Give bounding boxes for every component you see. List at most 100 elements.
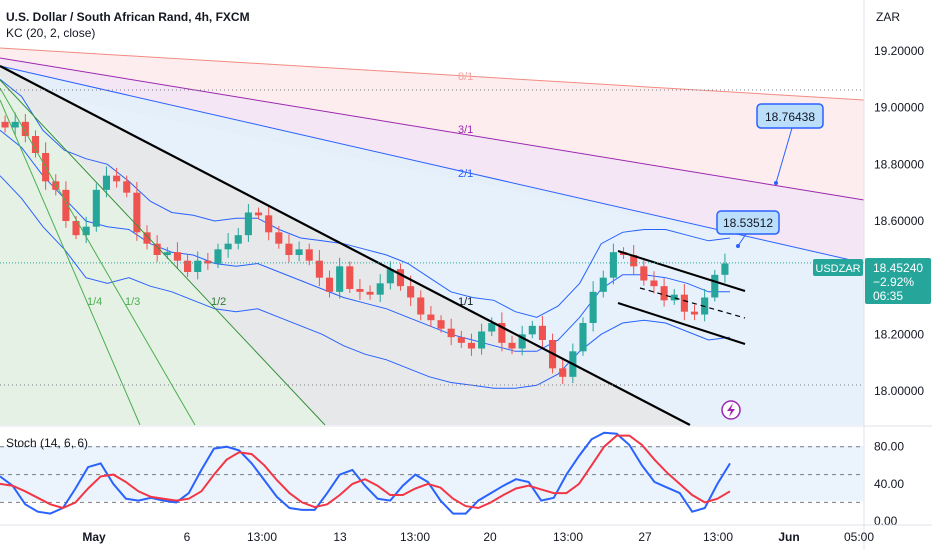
trendline-1-1 [0, 65, 691, 426]
candle [640, 259, 648, 286]
candle [275, 225, 283, 249]
candle [478, 323, 486, 355]
y-tick-label: 18.80000 [874, 157, 924, 171]
candle-body [244, 212, 252, 236]
candle [133, 182, 141, 241]
stoch-legend: Stoch (14, 6, 6) [6, 436, 89, 450]
callout-upper[interactable]: 18.76438 [756, 103, 824, 185]
callout-upper-value: 18.76438 [765, 110, 815, 124]
candle [346, 261, 354, 293]
candle [31, 130, 40, 158]
callout-lower-value: 18.53512 [723, 216, 773, 230]
candle-body [396, 269, 405, 287]
gann-label-2-1: 2/1 [458, 168, 473, 180]
candle [1, 115, 9, 133]
candle-body [478, 331, 486, 349]
candle [224, 233, 232, 258]
candle-body [21, 121, 29, 136]
candle-body [467, 342, 476, 349]
candle [396, 263, 405, 291]
gann-line-1-2 [0, 79, 326, 426]
candle [711, 269, 719, 302]
candle-body [133, 192, 141, 233]
price-axis[interactable]: ZAR 19.20000 19.00000 18.80000 18.60000 18.2… [863, 0, 932, 550]
candle [265, 205, 273, 241]
channel-lower [617, 302, 746, 345]
x-tick-label: 13:00 [703, 530, 733, 544]
candle [579, 317, 587, 356]
gann-label-1-4: 1/4 [87, 296, 102, 308]
candle-body [599, 277, 607, 292]
x-tick-label: 27 [638, 530, 652, 544]
candle-body [305, 249, 313, 261]
candle [721, 253, 729, 283]
candle [528, 320, 536, 339]
keltner-middle [0, 129, 730, 352]
candle-body [488, 323, 496, 332]
candle-body [518, 334, 526, 349]
candle [437, 315, 445, 333]
candle [62, 181, 70, 228]
channel-mid [639, 287, 746, 319]
candle-body [660, 286, 668, 301]
candle-body [325, 277, 334, 292]
callout-upper-pointer [775, 127, 793, 184]
candle [518, 325, 526, 356]
last-price: 18.45240 [873, 261, 923, 275]
x-tick-label: Jun [778, 530, 799, 544]
candle [285, 234, 293, 263]
candle-body [579, 323, 587, 352]
candle-body [224, 243, 232, 250]
keltner-lower [0, 175, 731, 389]
bar-countdown: 06:35 [873, 289, 903, 303]
symbol-badge [813, 259, 863, 276]
candle-body [538, 325, 546, 340]
candle-body [407, 286, 415, 298]
callout-lower[interactable]: 18.53512 [716, 210, 780, 248]
candle-body [711, 274, 719, 298]
candle [376, 274, 384, 303]
lightning-icon[interactable] [721, 400, 741, 420]
candle-body [194, 260, 202, 272]
last-price-tag[interactable]: USDZAR 18.45240 −2.92% 06:35 [813, 258, 931, 304]
gann-label-8-1: 8/1 [458, 71, 473, 83]
candle [599, 270, 607, 298]
x-tick-label: 20 [483, 530, 497, 544]
stoch-pane[interactable]: 80.00 40.00 0.00 [0, 425, 932, 528]
candle [194, 251, 202, 280]
candle [447, 318, 455, 346]
candle [498, 312, 506, 352]
y-tick-label: 18.00000 [874, 384, 924, 398]
y-tick-label: 19.00000 [874, 101, 924, 115]
candle-body [670, 294, 678, 301]
x-tick-label: 05:00 [844, 530, 874, 544]
callout-lower-anchor [736, 244, 740, 248]
main-plot[interactable] [0, 47, 865, 426]
stoch-tick-label: 0.00 [874, 514, 898, 528]
price-badge [865, 258, 931, 304]
candle-body [457, 337, 465, 343]
x-tick-label: May [82, 530, 106, 544]
time-axis[interactable]: May 6 13:00 13 13:00 20 13:00 27 13:00 Jun 05:00 [0, 524, 932, 544]
candle-body [214, 249, 222, 264]
candle [11, 112, 19, 135]
candle [21, 114, 29, 143]
candle [336, 257, 344, 299]
callout-lower-box [716, 210, 780, 235]
candle-body [315, 260, 323, 278]
candle [153, 235, 161, 262]
stoch-band [0, 446, 864, 501]
candle-body [31, 136, 40, 153]
candle-body [650, 280, 658, 287]
candle [630, 245, 638, 275]
candle-body [447, 328, 455, 338]
candle-body [1, 121, 9, 128]
stoch-d-line [0, 434, 731, 510]
candle-body [427, 314, 435, 321]
callout-lower-pointer [737, 233, 747, 247]
candle [670, 289, 678, 305]
currency-label: ZAR [876, 10, 900, 24]
candle [427, 306, 435, 327]
candle-body [417, 297, 425, 315]
